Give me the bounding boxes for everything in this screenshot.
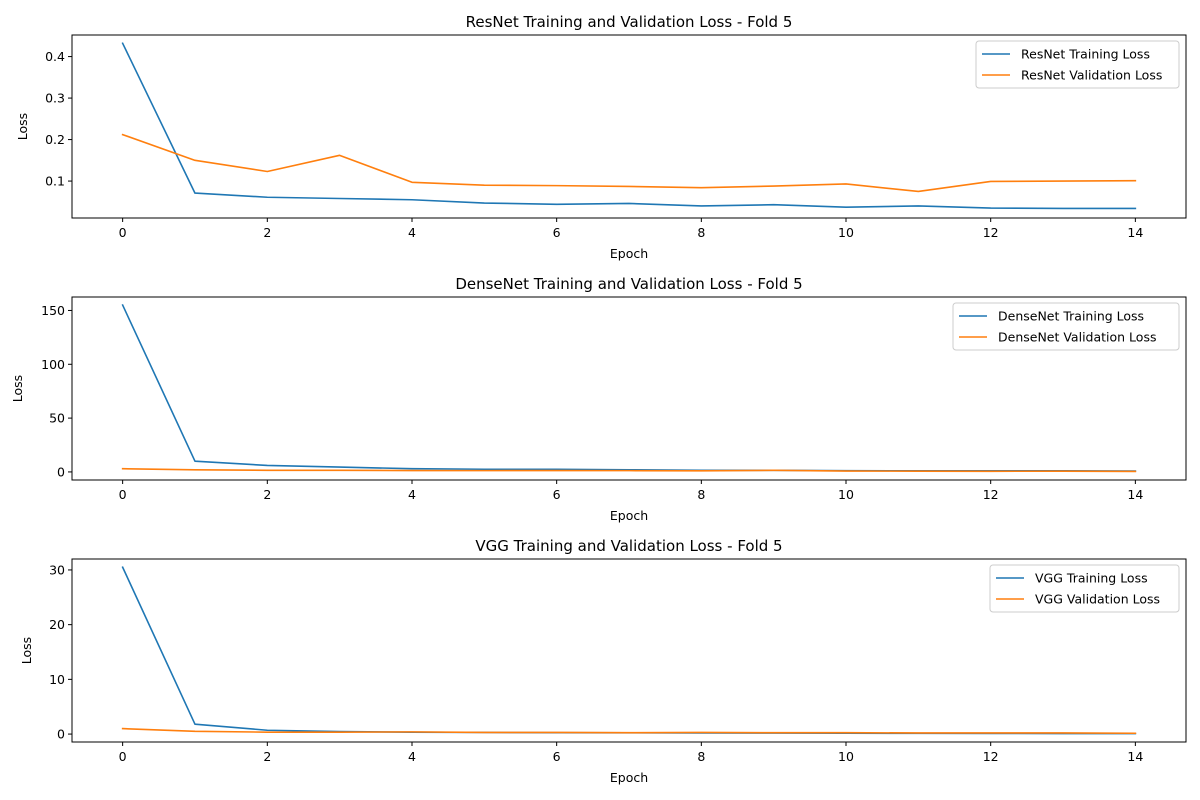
y-tick-label: 150 [41,303,65,318]
legend: DenseNet Training Loss DenseNet Validatio… [952,302,1180,351]
x-tick-label: 2 [263,487,271,502]
x-tick-label: 10 [838,749,854,764]
x-tick-label: 6 [553,487,561,502]
x-tick-label: 14 [1127,487,1143,502]
x-tick-label: 4 [408,225,416,240]
y-axis-label: Loss [19,637,34,664]
x-tick-label: 6 [553,749,561,764]
x-tick-label: 2 [263,749,271,764]
x-tick-label: 14 [1127,225,1143,240]
chart-title: DenseNet Training and Validation Loss - … [455,275,802,293]
legend-box [952,302,1180,351]
series-line-training [121,566,1137,735]
y-tick-label: 20 [49,617,65,632]
y-tick-label: 10 [49,672,65,687]
plot-frame [71,296,1187,481]
plot-frame [71,558,1187,743]
chart-panel-1: ResNet Training and Validation Loss - Fo… [15,13,1187,261]
x-tick-label: 12 [983,487,999,502]
legend-label: VGG Training Loss [1035,571,1148,586]
series-lines [121,42,1137,210]
y-tick-label: 0.4 [45,49,65,64]
y-tick-label: 0 [57,464,65,479]
x-tick-label: 4 [408,487,416,502]
legend: VGG Training Loss VGG Validation Loss [989,564,1180,613]
series-lines [121,304,1137,473]
x-tick-label: 12 [983,225,999,240]
y-tick-label: 0.1 [45,174,65,189]
x-tick-label: 0 [119,749,127,764]
legend-box [975,40,1180,89]
x-tick-label: 12 [983,749,999,764]
chart-panel-3: VGG Training and Validation Loss - Fold … [19,537,1187,785]
x-axis-label: Epoch [610,246,648,261]
x-tick-label: 8 [697,749,705,764]
series-line-training [121,42,1137,210]
legend-label: VGG Validation Loss [1035,592,1160,607]
series-line-validation [121,467,1137,473]
x-tick-label: 0 [119,225,127,240]
y-tick-label: 100 [41,357,65,372]
y-tick-label: 50 [49,411,65,426]
x-axis-label: Epoch [610,770,648,785]
x-tick-label: 14 [1127,749,1143,764]
chart-panel-2: DenseNet Training and Validation Loss - … [10,275,1187,523]
legend-label: ResNet Training Loss [1021,47,1150,62]
x-tick-label: 10 [838,225,854,240]
x-tick-label: 0 [119,487,127,502]
x-tick-label: 10 [838,487,854,502]
y-tick-label: 0 [57,727,65,742]
y-tick-label: 0.2 [45,132,65,147]
x-axis-label: Epoch [610,508,648,523]
legend: ResNet Training Loss ResNet Validation Lo… [975,40,1180,89]
y-tick-label: 30 [49,562,65,577]
x-tick-label: 2 [263,225,271,240]
y-axis-label: Loss [15,113,30,140]
plot-frame [71,34,1187,219]
x-tick-label: 6 [553,225,561,240]
chart-title: ResNet Training and Validation Loss - Fo… [466,13,793,31]
legend-label: DenseNet Training Loss [998,309,1144,324]
series-lines [121,566,1137,735]
chart-title: VGG Training and Validation Loss - Fold … [475,537,782,555]
y-axis-label: Loss [10,375,25,402]
y-tick-label: 0.3 [45,91,65,106]
legend-label: ResNet Validation Loss [1021,68,1162,83]
x-tick-label: 8 [697,487,705,502]
legend-label: DenseNet Validation Loss [998,330,1156,345]
x-tick-label: 4 [408,749,416,764]
legend-box [989,564,1180,613]
series-line-validation [121,133,1137,193]
series-line-validation [121,727,1137,735]
x-tick-label: 8 [697,225,705,240]
